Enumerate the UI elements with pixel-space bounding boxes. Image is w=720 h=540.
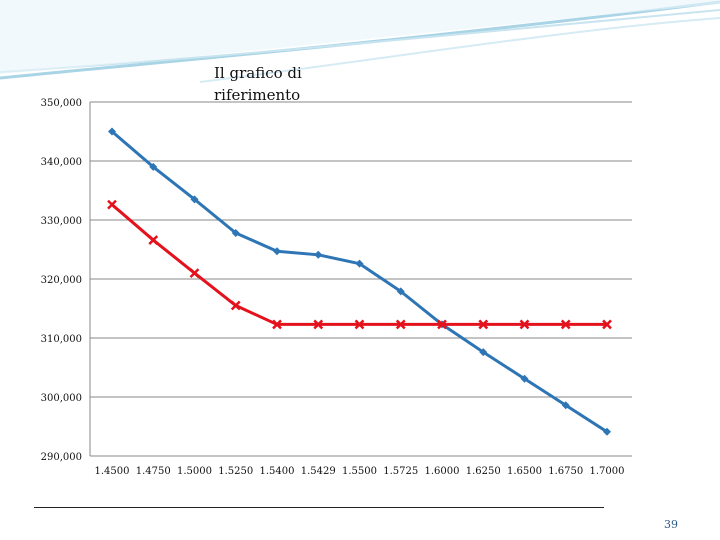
y-tick-label: 320,000 [41, 275, 82, 286]
data-point-marker [437, 319, 447, 330]
data-point-marker [396, 287, 405, 296]
data-point-marker [561, 401, 570, 410]
data-point-marker [602, 319, 612, 330]
y-tick-label: 350,000 [41, 98, 82, 109]
title-line-1: Il grafico di [214, 64, 302, 82]
x-tick-label: 1.6250 [466, 466, 501, 477]
data-point-marker [519, 319, 530, 330]
data-point-marker [273, 247, 281, 256]
series-line-1 [111, 130, 608, 434]
y-tick-label: 300,000 [41, 393, 82, 404]
x-tick-label: 1.5250 [218, 466, 253, 477]
page-number: 39 [664, 518, 678, 531]
data-point-marker [603, 427, 611, 436]
y-tick-label: 340,000 [41, 157, 82, 168]
x-tick-label: 1.5500 [342, 466, 377, 477]
data-point-marker [395, 319, 406, 330]
x-tick-label: 1.6500 [507, 466, 542, 477]
data-point-marker [479, 348, 488, 357]
x-tick-label: 1.4500 [95, 466, 130, 477]
data-point-marker [314, 250, 323, 259]
x-tick-label: 1.5000 [177, 466, 212, 477]
x-tick-label: 1.6750 [548, 466, 583, 477]
slide-title: Il grafico di riferimento [214, 62, 374, 106]
data-point-marker [108, 127, 116, 136]
data-point-marker [148, 235, 159, 245]
header-swoosh-decoration [0, 0, 720, 83]
data-point-marker [313, 319, 324, 330]
x-tick-label: 1.6000 [425, 466, 460, 477]
x-tick-label: 1.4750 [136, 466, 171, 477]
y-tick-label: 310,000 [41, 334, 82, 345]
data-point-marker [520, 374, 529, 383]
data-point-marker [355, 259, 364, 268]
y-tick-label: 330,000 [41, 216, 82, 227]
y-tick-label: 290,000 [41, 452, 82, 463]
footer-divider [34, 507, 604, 508]
x-tick-label: 1.5400 [260, 466, 295, 477]
data-point-marker [230, 300, 241, 311]
x-tick-label: 1.7000 [590, 466, 625, 477]
title-line-2: riferimento [214, 86, 301, 104]
data-point-marker [189, 268, 200, 278]
data-point-marker [190, 195, 199, 204]
data-point-marker [560, 319, 571, 330]
data-point-marker [231, 228, 240, 237]
x-tick-label: 1.5725 [383, 466, 418, 477]
data-point-marker [478, 319, 489, 330]
data-point-marker [354, 319, 365, 330]
data-point-marker [149, 162, 158, 171]
data-point-marker [107, 199, 117, 210]
x-tick-label: 1.5429 [301, 466, 336, 477]
data-point-marker [272, 319, 282, 330]
